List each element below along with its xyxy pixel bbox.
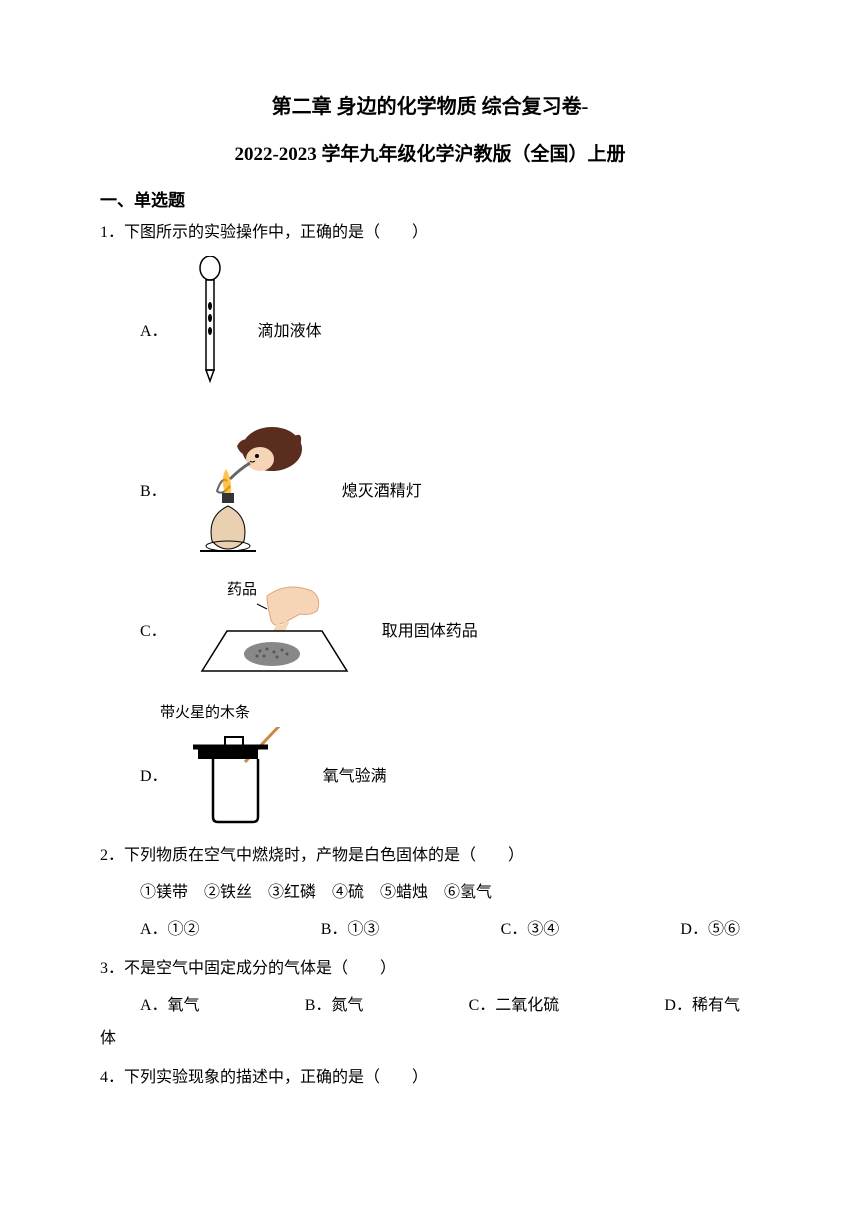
q1-option-c: C． 药品 取用固体药品 bbox=[100, 576, 760, 686]
q3-options: A．氧气 B．氮气 C．二氧化硫 D．稀有气 bbox=[100, 992, 760, 1019]
stick-label: 带火星的木条 bbox=[100, 701, 760, 727]
option-label: 氧气验满 bbox=[323, 763, 387, 790]
q2-opt-d: D．⑤⑥ bbox=[680, 916, 740, 943]
q1-option-d: D． 氧气验满 bbox=[100, 727, 760, 827]
q2-opt-c: C．③④ bbox=[501, 916, 560, 943]
q4-text: 4．下列实验现象的描述中，正确的是（ ） bbox=[100, 1064, 760, 1091]
drug-label: 药品 bbox=[227, 581, 257, 598]
section-header: 一、单选题 bbox=[100, 186, 760, 211]
dropper-image bbox=[183, 256, 238, 406]
q1-text: 1．下图所示的实验操作中，正确的是（ ） bbox=[100, 219, 760, 246]
oxygen-check-image bbox=[183, 727, 303, 827]
q1-option-b: B． 熄灭酒精灯 bbox=[100, 421, 760, 561]
option-letter: D． bbox=[140, 763, 168, 790]
q2-options: A．①② B．①③ C．③④ D．⑤⑥ bbox=[100, 916, 760, 943]
q3-opt-c: C．二氧化硫 bbox=[469, 992, 560, 1019]
question-1: 1．下图所示的实验操作中，正确的是（ ） A． 滴加液体 B． bbox=[100, 219, 760, 827]
title-main: 第二章 身边的化学物质 综合复习卷- bbox=[100, 90, 760, 119]
q3-opt-d: D．稀有气 bbox=[664, 992, 740, 1019]
q3-opt-a: A．氧气 bbox=[140, 992, 200, 1019]
option-letter: B． bbox=[140, 478, 167, 505]
q3-text: 3．不是空气中固定成分的气体是（ ） bbox=[100, 955, 760, 982]
blow-lamp-image bbox=[182, 421, 322, 561]
q3-trailing: 体 bbox=[100, 1025, 760, 1052]
q1-option-a: A． 滴加液体 bbox=[100, 256, 760, 406]
option-label: 熄灭酒精灯 bbox=[342, 478, 422, 505]
title-sub: 2022-2023 学年九年级化学沪教版（全国）上册 bbox=[100, 139, 760, 166]
question-3: 3．不是空气中固定成分的气体是（ ） A．氧气 B．氮气 C．二氧化硫 D．稀有… bbox=[100, 955, 760, 1052]
q2-text: 2．下列物质在空气中燃烧时，产物是白色固体的是（ ） bbox=[100, 842, 760, 869]
question-2: 2．下列物质在空气中燃烧时，产物是白色固体的是（ ） ①镁带 ②铁丝 ③红磷 ④… bbox=[100, 842, 760, 944]
q2-opt-a: A．①② bbox=[140, 916, 200, 943]
q3-opt-b: B．氮气 bbox=[305, 992, 364, 1019]
option-label: 滴加液体 bbox=[258, 318, 322, 345]
option-letter: A． bbox=[140, 318, 168, 345]
option-letter: C． bbox=[140, 618, 167, 645]
question-4: 4．下列实验现象的描述中，正确的是（ ） bbox=[100, 1064, 760, 1091]
q2-opt-b: B．①③ bbox=[321, 916, 380, 943]
q2-subtext: ①镁带 ②铁丝 ③红磷 ④硫 ⑤蜡烛 ⑥氢气 bbox=[100, 879, 760, 906]
option-label: 取用固体药品 bbox=[382, 618, 478, 645]
pickup-solid-image: 药品 bbox=[182, 576, 362, 686]
